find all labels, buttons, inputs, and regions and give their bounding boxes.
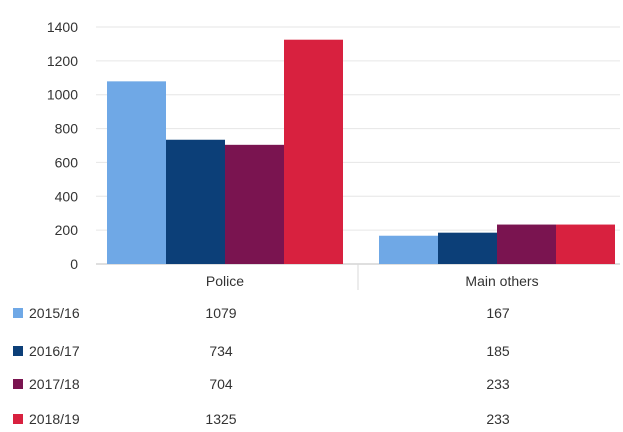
legend-swatch bbox=[13, 346, 23, 356]
data-label: 1325 bbox=[205, 411, 236, 427]
y-tick-label: 1200 bbox=[47, 53, 78, 69]
data-table: 2015/16 1079 167 2016/17 734 185 2017/18 704 233… bbox=[13, 305, 510, 427]
data-label: 704 bbox=[209, 376, 233, 392]
bars bbox=[107, 39, 615, 265]
bar bbox=[379, 235, 438, 264]
category-labels: Police Main others bbox=[206, 273, 539, 289]
category-label: Police bbox=[206, 273, 244, 289]
y-tick-label: 800 bbox=[55, 121, 79, 137]
data-label: 734 bbox=[209, 343, 233, 359]
bar bbox=[225, 144, 284, 264]
y-tick-label: 1000 bbox=[47, 87, 78, 103]
y-tick-label: 0 bbox=[70, 256, 78, 272]
y-tick-label: 600 bbox=[55, 154, 79, 170]
bar bbox=[497, 224, 556, 264]
bar bbox=[166, 139, 225, 264]
data-label: 167 bbox=[486, 305, 510, 321]
data-label: 1079 bbox=[205, 305, 236, 321]
legend-label: 2015/16 bbox=[29, 305, 80, 321]
legend-swatch bbox=[13, 308, 23, 318]
bar bbox=[556, 224, 615, 264]
legend-label: 2017/18 bbox=[29, 376, 80, 392]
legend-swatch bbox=[13, 414, 23, 424]
legend-swatch bbox=[13, 379, 23, 389]
category-label: Main others bbox=[465, 273, 538, 289]
y-tick-label: 400 bbox=[55, 188, 79, 204]
y-tick-label: 1400 bbox=[47, 19, 78, 35]
legend-label: 2018/19 bbox=[29, 411, 80, 427]
data-label: 233 bbox=[486, 411, 510, 427]
legend-label: 2016/17 bbox=[29, 343, 80, 359]
bar bbox=[284, 39, 343, 265]
data-label: 185 bbox=[486, 343, 510, 359]
bar bbox=[438, 232, 497, 264]
bar bbox=[107, 81, 166, 264]
y-axis-tick-labels: 0 200 400 600 800 1000 1200 1400 bbox=[47, 19, 78, 272]
y-tick-label: 200 bbox=[55, 222, 79, 238]
data-label: 233 bbox=[486, 376, 510, 392]
